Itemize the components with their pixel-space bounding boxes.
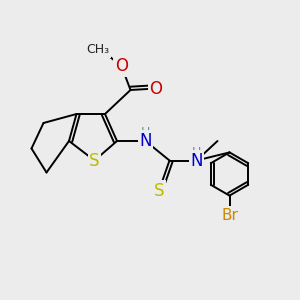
- Text: N: N: [139, 132, 152, 150]
- Text: CH₃: CH₃: [86, 43, 109, 56]
- Text: S: S: [154, 182, 164, 200]
- Text: H: H: [192, 146, 201, 159]
- Text: N: N: [190, 152, 203, 169]
- Text: S: S: [89, 152, 100, 169]
- Text: H: H: [141, 126, 150, 139]
- Text: O: O: [115, 57, 128, 75]
- Text: O: O: [149, 80, 163, 98]
- Text: Br: Br: [221, 208, 238, 223]
